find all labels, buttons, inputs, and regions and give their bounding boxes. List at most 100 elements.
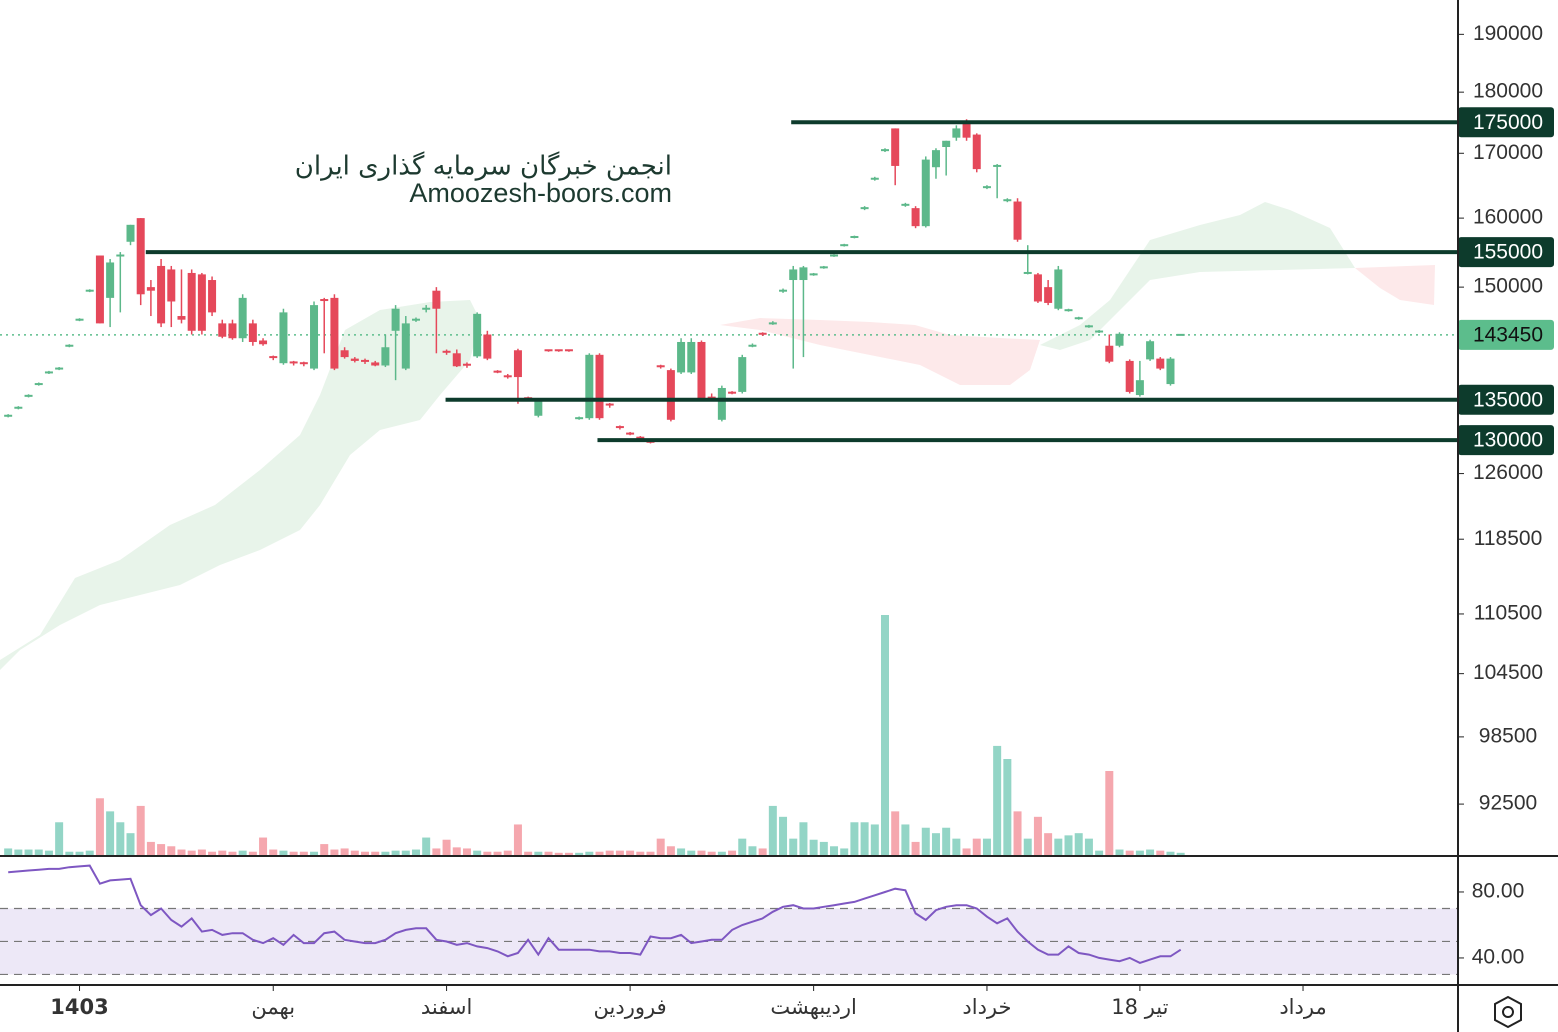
candle-body xyxy=(830,254,839,257)
volume-bar xyxy=(493,851,502,855)
volume-bar xyxy=(361,851,370,855)
volume-bar xyxy=(1044,833,1053,855)
candle-body xyxy=(962,122,971,138)
y-tick-label: 170000 xyxy=(1473,141,1543,164)
x-tick-label: بهمن xyxy=(251,995,295,1019)
x-tick-label: اردیبهشت xyxy=(770,995,857,1019)
settings-icon[interactable] xyxy=(1494,995,1522,1029)
candle-body xyxy=(1013,201,1022,240)
volume-bar xyxy=(789,838,798,855)
volume-bar xyxy=(422,837,431,855)
volume-bar xyxy=(819,841,828,855)
candle-body xyxy=(605,403,614,406)
settings-hexagon[interactable] xyxy=(1494,995,1522,1029)
candle-body xyxy=(860,207,869,210)
cloud-red xyxy=(720,318,1040,385)
volume-bar xyxy=(330,849,339,855)
candle-body xyxy=(738,357,747,392)
volume-bar xyxy=(564,852,573,855)
candle-body xyxy=(1033,274,1042,302)
candle-body xyxy=(391,308,400,331)
volume-bar xyxy=(942,827,951,855)
settings-circle[interactable] xyxy=(1502,1006,1514,1018)
volume-bar xyxy=(605,850,614,855)
candle-body xyxy=(809,273,818,276)
candle-body xyxy=(116,254,125,257)
volume-bar xyxy=(656,838,665,855)
volume-bar xyxy=(768,805,777,855)
candle-body xyxy=(931,150,940,168)
rsi-line xyxy=(8,864,1182,964)
candle-body xyxy=(340,350,349,358)
volume-bar xyxy=(1105,771,1114,855)
volume-bar xyxy=(921,827,930,855)
watermark: انجمن خبرگان سرمایه گذاری ایران xyxy=(295,151,672,182)
candle-body xyxy=(677,341,686,373)
volume-bar xyxy=(1125,850,1134,855)
volume-bar xyxy=(146,841,155,855)
volume-bar xyxy=(381,851,390,855)
candle-body xyxy=(921,159,930,227)
volume-bar xyxy=(126,833,135,855)
candle-body xyxy=(1054,269,1063,309)
volume-bar xyxy=(401,850,410,855)
volume-bar xyxy=(901,824,910,855)
volume-bar xyxy=(483,851,492,855)
volume-bar xyxy=(371,851,380,855)
candle-body xyxy=(870,177,879,180)
y-tick-label: 126000 xyxy=(1473,461,1543,484)
level-label-box xyxy=(1458,384,1554,415)
last-price-label: 143450 xyxy=(1473,323,1543,346)
volume-bar xyxy=(106,811,115,855)
candle-body xyxy=(1115,333,1124,346)
volume-bar xyxy=(513,824,522,855)
volume-bar xyxy=(320,844,329,855)
volume-bar xyxy=(4,848,13,855)
candle-body xyxy=(615,426,624,429)
level-label-box xyxy=(1458,237,1554,268)
volume-bar xyxy=(972,838,981,855)
candle-body xyxy=(1125,360,1134,392)
volume-bar xyxy=(1156,850,1165,855)
volume-bar xyxy=(452,847,461,855)
candle-body xyxy=(350,358,359,361)
volume-bar xyxy=(677,848,686,855)
candle-body xyxy=(880,149,889,152)
candle-body xyxy=(167,269,176,302)
rsi-tick-label: 40.00 xyxy=(1472,945,1525,968)
x-tick-label: خرداد xyxy=(962,995,1011,1019)
candle-body xyxy=(891,128,900,166)
volume-bar xyxy=(1115,849,1124,855)
candle-body xyxy=(371,362,380,366)
volume-bar xyxy=(1033,816,1042,855)
volume-bar xyxy=(289,851,298,855)
candle-body xyxy=(656,365,665,368)
candle-body xyxy=(982,186,991,189)
candle-body xyxy=(452,353,461,367)
volume-bar xyxy=(748,846,757,855)
y-tick-label: 104500 xyxy=(1473,661,1543,684)
volume-bar xyxy=(1146,849,1155,855)
volume-bar xyxy=(952,838,961,855)
volume-bar xyxy=(962,848,971,855)
candle-body xyxy=(1095,330,1104,333)
volume-bar xyxy=(666,846,675,855)
candle-body xyxy=(157,265,166,324)
candle-body xyxy=(554,349,563,352)
candle-body xyxy=(259,340,268,345)
candle-body xyxy=(289,361,298,364)
candle-body xyxy=(748,344,757,347)
volume-bar xyxy=(534,851,543,855)
volume-bar xyxy=(167,846,176,855)
volume-bar xyxy=(473,850,482,855)
y-tick-label: 180000 xyxy=(1473,80,1543,103)
volume-bar xyxy=(687,850,696,855)
volume-bar xyxy=(187,850,196,855)
volume-bar xyxy=(809,839,818,855)
candle-body xyxy=(55,367,64,370)
x-tick-label: 1403 xyxy=(50,995,108,1019)
volume-bar xyxy=(870,824,879,855)
volume-bar xyxy=(208,851,217,855)
volume-bar xyxy=(218,850,227,855)
